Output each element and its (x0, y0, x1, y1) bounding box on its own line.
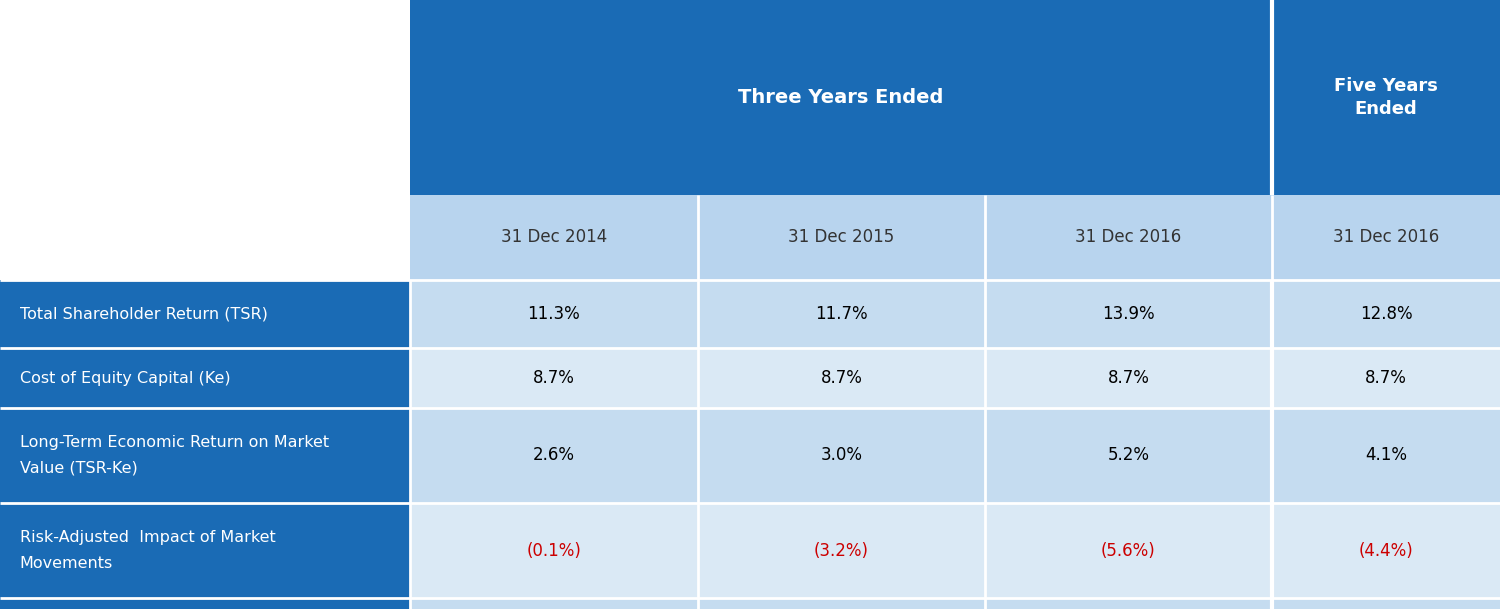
Bar (410, 598, 698, 609)
Text: Risk-Adjusted  Impact of Market: Risk-Adjusted Impact of Market (20, 530, 276, 545)
Bar (0, 280, 410, 348)
Text: Value (TSR-Ke): Value (TSR-Ke) (20, 461, 138, 476)
Bar (410, 280, 698, 348)
Bar (986, 348, 1272, 408)
Text: 8.7%: 8.7% (532, 369, 574, 387)
Text: 13.9%: 13.9% (1102, 305, 1155, 323)
Text: Three Years Ended: Three Years Ended (738, 88, 944, 107)
Text: 12.8%: 12.8% (1359, 305, 1413, 323)
Bar (698, 280, 986, 348)
Text: 31 Dec 2016: 31 Dec 2016 (1076, 228, 1182, 247)
Text: 3.0%: 3.0% (821, 446, 862, 465)
Text: 2.6%: 2.6% (532, 446, 574, 465)
Text: 8.7%: 8.7% (1365, 369, 1407, 387)
Bar (698, 195, 986, 280)
Bar (0, 503, 410, 598)
Bar (0, 408, 410, 503)
Text: (4.4%): (4.4%) (1359, 541, 1413, 560)
Bar (0, 0, 410, 195)
Bar (1272, 195, 1500, 280)
Text: (3.2%): (3.2%) (815, 541, 868, 560)
Text: 8.7%: 8.7% (821, 369, 862, 387)
Bar (698, 348, 986, 408)
Bar (0, 348, 410, 408)
Text: 8.7%: 8.7% (1107, 369, 1149, 387)
Text: Movements: Movements (20, 556, 112, 571)
Bar (410, 408, 698, 503)
Text: 31 Dec 2016: 31 Dec 2016 (1334, 228, 1438, 247)
Bar (986, 408, 1272, 503)
Bar (698, 408, 986, 503)
Bar (1272, 348, 1500, 408)
Text: Total Shareholder Return (TSR): Total Shareholder Return (TSR) (20, 306, 267, 322)
Text: 11.7%: 11.7% (815, 305, 868, 323)
Text: (5.6%): (5.6%) (1101, 541, 1156, 560)
Text: 31 Dec 2014: 31 Dec 2014 (501, 228, 608, 247)
Bar (986, 195, 1272, 280)
Bar (986, 280, 1272, 348)
Bar (698, 503, 986, 598)
Text: 5.2%: 5.2% (1107, 446, 1149, 465)
Bar (1272, 598, 1500, 609)
Bar (1272, 280, 1500, 348)
Bar (410, 0, 1272, 195)
Text: (0.1%): (0.1%) (526, 541, 582, 560)
Text: Long-Term Economic Return on Market: Long-Term Economic Return on Market (20, 435, 328, 450)
Text: 4.1%: 4.1% (1365, 446, 1407, 465)
Bar (698, 598, 986, 609)
Bar (1272, 0, 1500, 195)
Bar (986, 598, 1272, 609)
Bar (1272, 503, 1500, 598)
Bar (410, 503, 698, 598)
Bar (986, 503, 1272, 598)
Bar (0, 598, 410, 609)
Bar (410, 348, 698, 408)
Text: Cost of Equity Capital (Ke): Cost of Equity Capital (Ke) (20, 370, 229, 385)
Text: 31 Dec 2015: 31 Dec 2015 (789, 228, 894, 247)
Text: 11.3%: 11.3% (528, 305, 580, 323)
Bar (1272, 408, 1500, 503)
Bar (410, 195, 698, 280)
Bar (0, 195, 410, 280)
Text: Five Years
Ended: Five Years Ended (1334, 77, 1438, 118)
